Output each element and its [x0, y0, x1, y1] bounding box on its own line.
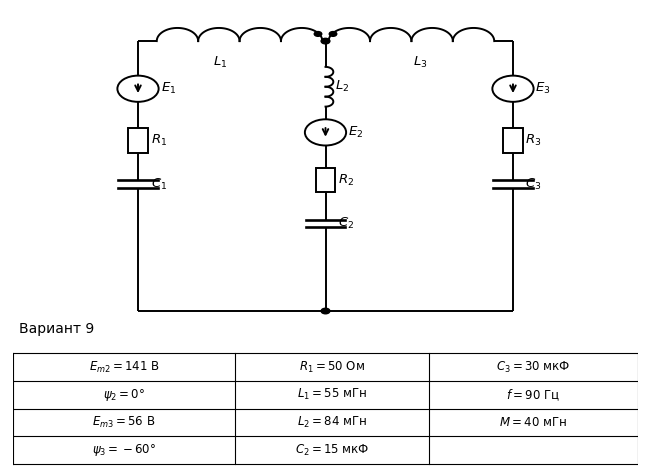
Text: $C_3 = 30$ мкФ: $C_3 = 30$ мкФ	[496, 360, 570, 375]
Text: $E_2$: $E_2$	[348, 125, 363, 140]
Circle shape	[492, 76, 534, 102]
Text: $\psi_2 = 0°$: $\psi_2 = 0°$	[103, 387, 145, 403]
Text: $E_1$: $E_1$	[161, 81, 176, 96]
Text: $R_2$: $R_2$	[338, 172, 354, 188]
Text: Вариант 9: Вариант 9	[20, 322, 94, 336]
Bar	[316, 168, 335, 192]
Circle shape	[117, 76, 159, 102]
Text: $f = 90$ Гц: $f = 90$ Гц	[506, 387, 561, 403]
Circle shape	[329, 32, 337, 36]
Text: $L_2$: $L_2$	[335, 79, 349, 94]
Circle shape	[305, 119, 346, 146]
Text: $L_1$: $L_1$	[213, 56, 227, 71]
Text: $R_3$: $R_3$	[525, 133, 542, 148]
Text: $\psi_3 = -60°$: $\psi_3 = -60°$	[92, 442, 156, 458]
Text: $L_1 = 55$ мГн: $L_1 = 55$ мГн	[297, 387, 367, 403]
Text: $L_3$: $L_3$	[413, 56, 428, 71]
Text: $C_3$: $C_3$	[525, 177, 542, 191]
Circle shape	[321, 308, 330, 314]
Text: $E_{m3} = 56$ В: $E_{m3} = 56$ В	[92, 415, 156, 430]
Text: $L_2 = 84$ мГн: $L_2 = 84$ мГн	[297, 415, 367, 430]
Circle shape	[321, 38, 330, 44]
Bar	[503, 128, 523, 153]
Text: $C_1$: $C_1$	[150, 177, 167, 191]
Text: $E_{m2} = 141$ В: $E_{m2} = 141$ В	[89, 360, 159, 375]
Text: $R_1$: $R_1$	[150, 133, 167, 148]
Text: $R_1 = 50$ Ом: $R_1 = 50$ Ом	[299, 360, 365, 375]
Bar	[128, 128, 148, 153]
Text: $M = 40$ мГн: $M = 40$ мГн	[499, 416, 567, 429]
Text: $C_2$: $C_2$	[338, 216, 354, 231]
Circle shape	[314, 32, 322, 36]
Text: $C_2 = 15$ мкФ: $C_2 = 15$ мкФ	[294, 443, 369, 458]
Text: $E_3$: $E_3$	[536, 81, 551, 96]
